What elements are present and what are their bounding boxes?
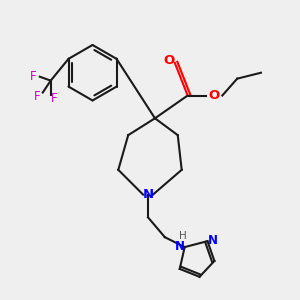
Text: N: N: [175, 240, 185, 253]
Text: F: F: [34, 90, 40, 103]
Text: F: F: [29, 70, 36, 83]
Text: O: O: [163, 54, 174, 67]
Text: H: H: [179, 231, 187, 241]
Text: F: F: [51, 92, 58, 105]
Text: N: N: [207, 234, 218, 247]
Text: O: O: [209, 89, 220, 102]
Text: N: N: [142, 188, 154, 201]
